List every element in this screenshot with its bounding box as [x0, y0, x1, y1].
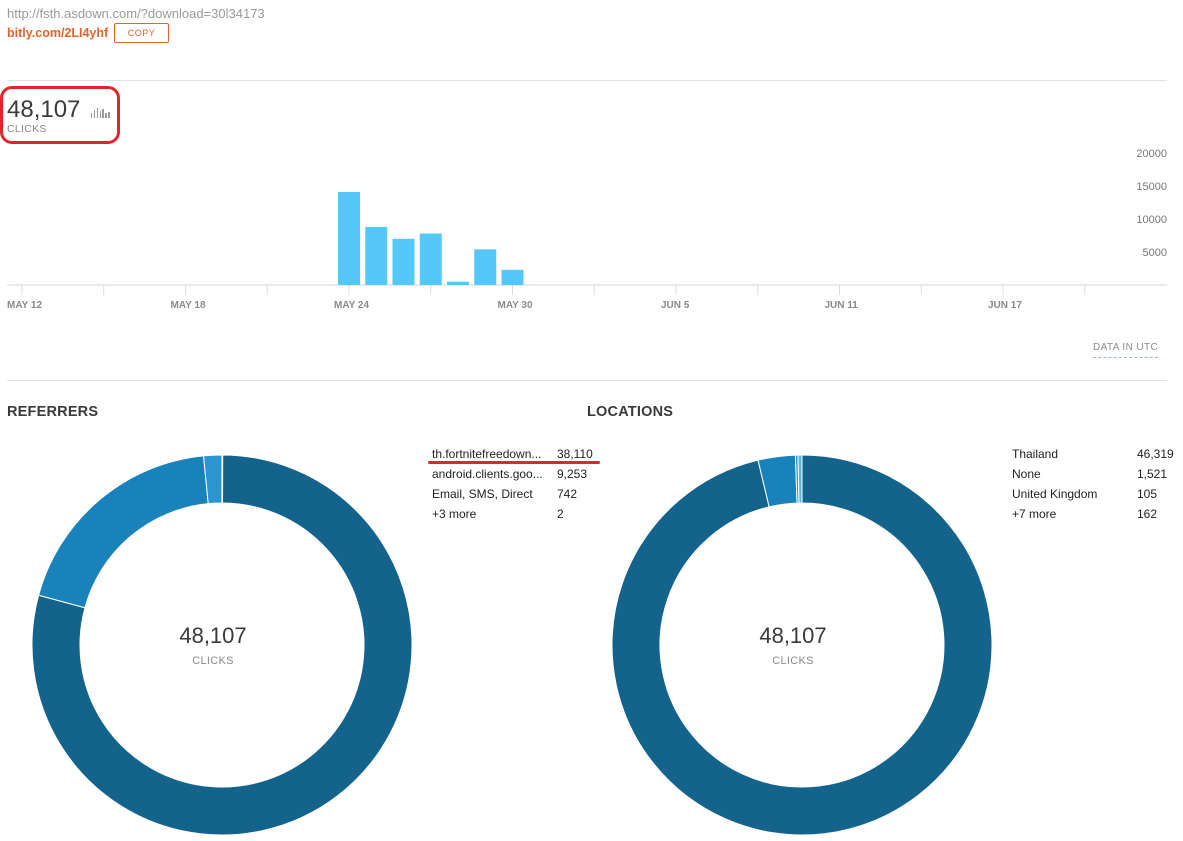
x-tick-label: MAY 30	[498, 300, 533, 311]
legend-row[interactable]: Thailand 46,319	[1012, 444, 1180, 464]
locations-legend: Thailand 46,319 None 1,521 United Kingdo…	[1012, 444, 1180, 524]
legend-row[interactable]: android.clients.goo... 9,253	[432, 464, 602, 484]
locations-center: 48,107 CLICKS	[713, 623, 873, 667]
bar-chart-icon[interactable]	[90, 107, 110, 118]
divider	[7, 380, 1167, 381]
legend-value: 2	[557, 507, 564, 521]
x-tick-label: MAY 18	[171, 300, 206, 311]
referrers-center-value: 48,107	[179, 623, 247, 648]
legend-name: None	[1012, 467, 1041, 481]
legend-name: +7 more	[1012, 507, 1057, 521]
total-clicks-label: CLICKS	[7, 123, 47, 135]
copy-button[interactable]: COPY	[114, 23, 169, 43]
donut-slice[interactable]	[31, 454, 413, 836]
y-tick-label: 10000	[1136, 214, 1167, 226]
referrers-center: 48,107 CLICKS	[133, 623, 293, 667]
legend-name: United Kingdom	[1012, 487, 1098, 501]
bar[interactable]	[365, 226, 388, 285]
referrers-center-label: CLICKS	[192, 655, 234, 667]
referrers-legend: th.fortnitefreedown... 38,110 android.cl…	[432, 444, 602, 524]
legend-row[interactable]: United Kingdom 105	[1012, 484, 1180, 504]
legend-row[interactable]: +7 more 162	[1012, 504, 1180, 524]
total-clicks: 48,107 CLICKS	[7, 96, 110, 135]
highlight-annotation	[0, 86, 120, 144]
y-tick-label: 20000	[1136, 148, 1167, 160]
locations-center-value: 48,107	[759, 623, 827, 648]
legend-name: Email, SMS, Direct	[432, 487, 533, 501]
referrers-title: REFERRERS	[7, 404, 99, 420]
total-clicks-value: 48,107	[7, 96, 81, 123]
legend-row[interactable]: None 1,521	[1012, 464, 1180, 484]
legend-name: th.fortnitefreedown...	[432, 447, 542, 461]
bar[interactable]	[338, 191, 360, 285]
x-tick-label: JUN 5	[661, 300, 690, 311]
divider	[7, 80, 1167, 81]
locations-title: LOCATIONS	[587, 404, 674, 420]
legend-name: +3 more	[432, 507, 477, 521]
bar[interactable]	[447, 281, 469, 285]
legend-name: Thailand	[1012, 447, 1059, 461]
donut-slice[interactable]	[611, 454, 993, 836]
bar[interactable]	[474, 249, 497, 285]
bar[interactable]	[419, 233, 442, 285]
long-url: http://fsth.asdown.com/?download=30l3417…	[7, 6, 265, 21]
y-tick-label: 15000	[1136, 181, 1167, 193]
legend-row[interactable]: th.fortnitefreedown... 38,110	[432, 444, 602, 464]
x-tick-label: MAY 24	[334, 300, 369, 311]
bar[interactable]	[392, 238, 415, 285]
x-tick-label: JUN 17	[988, 300, 1022, 311]
referrers-donut	[31, 454, 413, 836]
legend-row[interactable]: Email, SMS, Direct 742	[432, 484, 602, 504]
x-tick-label: MAY 12	[7, 300, 42, 311]
legend-name: android.clients.goo...	[432, 467, 543, 481]
legend-row[interactable]: +3 more 2	[432, 504, 602, 524]
short-link[interactable]: bitly.com/2LI4yhf	[7, 26, 109, 40]
legend-value: 742	[557, 487, 578, 501]
legend-value: 105	[1137, 487, 1158, 501]
donut-slice[interactable]	[797, 454, 803, 504]
donut-slice[interactable]	[221, 454, 224, 504]
legend-value: 1,521	[1137, 467, 1168, 481]
y-tick-label: 5000	[1143, 247, 1167, 259]
bar[interactable]	[501, 269, 524, 285]
x-tick-label: JUN 11	[825, 300, 859, 311]
locations-donut	[611, 454, 993, 836]
legend-value: 46,319	[1137, 447, 1174, 461]
locations-center-label: CLICKS	[772, 655, 814, 667]
legend-value: 162	[1137, 507, 1158, 521]
clicks-bar-chart: MAY 12 MAY 18 MAY 24 MAY 30 JUN 5 JUN 11 JUN 1…	[7, 148, 1167, 311]
legend-value: 38,110	[557, 447, 593, 461]
donut-slice[interactable]	[38, 455, 209, 609]
data-in-utc-toggle[interactable]: DATA IN UTC	[1093, 342, 1159, 358]
highlight-underline	[428, 461, 600, 464]
legend-value: 9,253	[557, 467, 588, 481]
